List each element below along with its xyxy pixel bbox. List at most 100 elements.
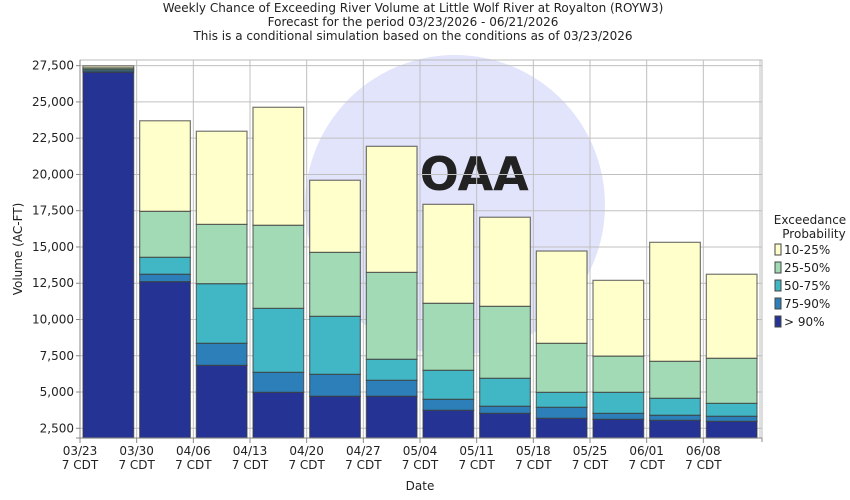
bar-segment [592,412,645,420]
y-tick-label: 5,000 [40,385,74,399]
x-tick-sublabel: 7 CDT [232,458,269,472]
x-tick-sublabel: 7 CDT [458,458,495,472]
bar-segment [309,179,361,253]
bar-segment [649,414,701,421]
bar-segment [422,398,475,411]
x-tick-label: 04/13 [233,444,268,458]
x-tick-sublabel: 7 CDT [62,458,99,472]
bar-segment [535,417,588,439]
x-tick-sublabel: 7 CDT [345,458,382,472]
x-tick-label: 03/30 [119,444,154,458]
legend: Exceedance Probability 10-25% 25-50% 50-75… [774,213,846,329]
x-axis-label: Date [406,479,435,493]
x-tick-label: 03/23 [63,444,98,458]
bar-segment [592,355,645,393]
bar-segment [309,373,361,397]
chart-title-line-3: This is a conditional simulation based o… [192,29,632,43]
bar-segment [252,371,305,393]
legend-label: > 90% [784,315,825,329]
bar-segment [705,415,758,422]
bar-segment [195,130,248,225]
bar-segment [195,223,248,285]
y-tick-label: 25,000 [32,95,74,109]
y-tick-label: 17,500 [32,204,74,218]
bar-segment [479,412,531,439]
x-tick-label: 05/25 [573,444,608,458]
bar-segment [705,402,758,417]
legend-swatch [774,279,782,292]
bar-segment [649,241,701,362]
bar-segment [649,360,701,399]
bar-segment [309,315,361,375]
legend-title-line-2: Probability [782,227,845,241]
legend-label: 50-75% [784,279,830,293]
x-tick-sublabel: 7 CDT [288,458,325,472]
bar-segment [252,106,305,226]
x-tick-label: 06/01 [629,444,664,458]
bar-segment [82,71,135,439]
y-tick-label: 10,000 [32,312,74,326]
legend-title-line-1: Exceedance [774,213,846,227]
bar-segment [195,364,248,439]
bar-segment [365,379,418,397]
bar-segment [139,120,191,212]
bar-segment [422,409,475,439]
y-tick-label: 20,000 [32,167,74,181]
x-tick-label: 05/11 [459,444,494,458]
bar-segment [365,271,418,360]
bar-segment [422,203,475,304]
bar-segment [365,395,418,439]
bar-segment [252,224,305,309]
bar-segment [365,145,418,273]
legend-label: 25-50% [784,261,830,275]
bar-segment [309,395,361,439]
bar-segment [535,250,588,344]
legend-label: 75-90% [784,297,830,311]
chart-title-line-1: Weekly Chance of Exceeding River Volume … [163,1,664,15]
bar-segment [252,391,305,439]
x-tick-label: 05/04 [403,444,438,458]
chart-title-line-2: Forecast for the period 03/23/2026 - 06/… [268,15,559,29]
x-tick-sublabel: 7 CDT [572,458,609,472]
y-tick-label: 12,500 [32,276,74,290]
y-tick-label: 15,000 [32,240,74,254]
bars [82,65,758,439]
bar-segment [139,273,191,283]
bar-segment [649,419,701,439]
bar-segment [535,391,588,408]
bar-segment [195,342,248,366]
x-tick-label: 04/27 [346,444,381,458]
x-tick-sublabel: 7 CDT [402,458,439,472]
axes: 2,500 5,000 7,500 10,000 12,500 15,000 17,500 2… [32,59,763,472]
bar-segment [479,305,531,379]
bar-segment [139,210,191,258]
x-tick-label: 05/18 [516,444,551,458]
bar-segment [139,281,191,439]
bar-segment [592,391,645,414]
x-tick-sublabel: 7 CDT [175,458,212,472]
bar-segment [705,273,758,359]
y-tick-label: 27,500 [32,59,74,73]
bar-segment [309,251,361,317]
y-axis-label: Volume (AC-FT) [11,203,25,296]
bar-segment [252,307,305,373]
legend-swatch [774,315,782,328]
x-tick-sublabel: 7 CDT [118,458,155,472]
bar-segment [479,377,531,407]
bar-segment [592,418,645,439]
bar-segment [82,65,135,69]
legend-swatch [774,243,782,256]
y-tick-label: 22,500 [32,131,74,145]
x-tick-sublabel: 7 CDT [628,458,665,472]
bar-segment [365,358,418,381]
x-tick-label: 06/08 [686,444,721,458]
bar-segment [535,342,588,393]
bar-segment [592,279,645,357]
y-tick-label: 2,500 [40,421,74,435]
bar-segment [535,406,588,419]
legend-swatch [774,297,782,310]
y-tick-label: 7,500 [40,349,74,363]
legend-swatch [774,261,782,274]
